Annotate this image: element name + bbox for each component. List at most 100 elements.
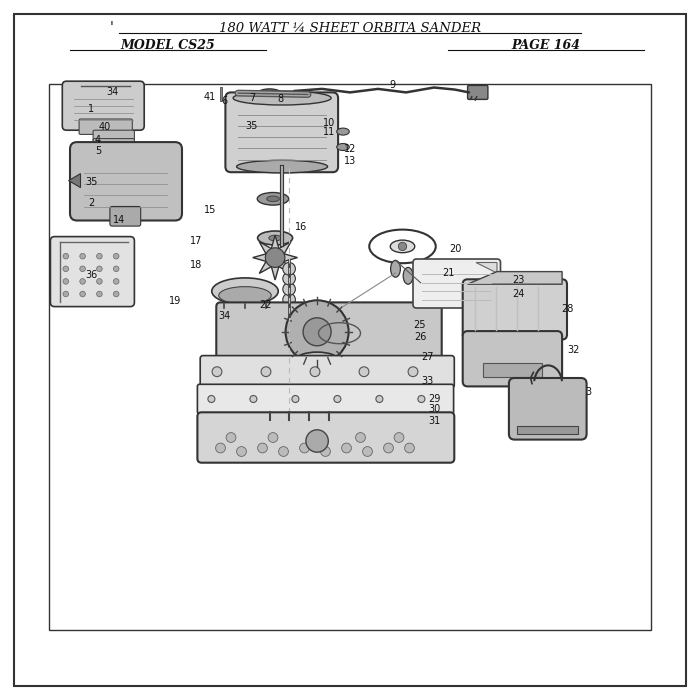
Circle shape [306,430,328,452]
Text: 36: 36 [85,270,97,280]
Circle shape [226,433,236,442]
Text: 16: 16 [295,223,307,232]
Circle shape [113,253,119,259]
FancyBboxPatch shape [225,92,338,172]
Ellipse shape [390,240,414,253]
FancyBboxPatch shape [197,384,454,414]
Circle shape [398,242,407,251]
FancyBboxPatch shape [413,259,500,308]
Circle shape [418,395,425,402]
Text: 3: 3 [585,387,591,397]
Circle shape [363,447,372,456]
Text: 28: 28 [561,304,573,314]
Polygon shape [468,272,562,284]
Circle shape [312,433,322,442]
Text: 23: 23 [512,275,524,285]
Circle shape [283,293,295,306]
Circle shape [212,367,222,377]
Circle shape [63,253,69,259]
Circle shape [334,395,341,402]
Circle shape [303,318,331,346]
Bar [483,363,542,377]
Ellipse shape [237,160,328,173]
Ellipse shape [258,193,288,205]
Text: 7: 7 [249,93,255,103]
FancyBboxPatch shape [70,142,182,220]
Circle shape [80,279,85,284]
Circle shape [405,443,414,453]
Polygon shape [253,235,298,280]
Circle shape [258,443,267,453]
Text: 27: 27 [421,352,433,362]
Text: 30: 30 [428,405,440,414]
Circle shape [216,443,225,453]
Text: 20: 20 [449,244,461,253]
Text: 21: 21 [442,268,454,278]
Ellipse shape [337,128,349,135]
Circle shape [283,262,295,275]
Text: 29: 29 [428,394,440,404]
Circle shape [113,266,119,272]
Text: 13: 13 [344,156,356,166]
Ellipse shape [269,235,281,241]
Ellipse shape [265,419,274,424]
Text: 2: 2 [88,198,94,208]
Ellipse shape [416,274,426,291]
Circle shape [261,367,271,377]
Circle shape [283,272,295,285]
Circle shape [283,303,295,316]
Text: 4: 4 [95,135,101,145]
Ellipse shape [233,91,331,105]
Text: 5: 5 [95,146,101,155]
Circle shape [310,367,320,377]
Text: 32: 32 [568,345,580,355]
Text: 12: 12 [344,144,356,154]
Circle shape [80,291,85,297]
Circle shape [97,291,102,297]
Text: 34: 34 [106,88,118,97]
FancyBboxPatch shape [62,81,144,130]
FancyBboxPatch shape [463,331,562,386]
Ellipse shape [211,278,279,304]
Ellipse shape [309,357,325,363]
FancyBboxPatch shape [463,279,567,340]
Circle shape [80,253,85,259]
Circle shape [268,433,278,442]
FancyBboxPatch shape [216,302,442,361]
Circle shape [356,433,365,442]
Circle shape [113,279,119,284]
Text: ': ' [110,21,114,35]
Circle shape [97,266,102,272]
Circle shape [283,283,295,295]
Text: 40: 40 [99,122,111,132]
Text: 34: 34 [218,312,230,321]
Polygon shape [69,174,81,188]
FancyBboxPatch shape [93,130,134,141]
Circle shape [376,395,383,402]
Ellipse shape [325,419,333,424]
Text: 9: 9 [389,80,395,90]
Text: 41: 41 [204,92,216,102]
Circle shape [286,300,349,363]
Ellipse shape [304,419,313,424]
Circle shape [359,367,369,377]
Text: 31: 31 [428,416,440,426]
Text: 25: 25 [414,321,426,330]
Text: 26: 26 [414,332,426,342]
Circle shape [113,291,119,297]
Circle shape [97,253,102,259]
Ellipse shape [258,231,293,245]
Text: 15: 15 [204,205,216,215]
Circle shape [394,433,404,442]
Text: 8: 8 [277,94,283,104]
Bar [49,84,651,630]
Text: MODEL CS25: MODEL CS25 [120,39,216,52]
Circle shape [208,395,215,402]
Ellipse shape [285,419,293,424]
FancyBboxPatch shape [197,412,454,463]
Text: 18: 18 [190,260,202,270]
Ellipse shape [337,144,349,150]
Text: 22: 22 [260,300,272,309]
Circle shape [250,395,257,402]
Text: 180 WATT ¼ SHEET ORBITA SANDER: 180 WATT ¼ SHEET ORBITA SANDER [219,22,481,34]
